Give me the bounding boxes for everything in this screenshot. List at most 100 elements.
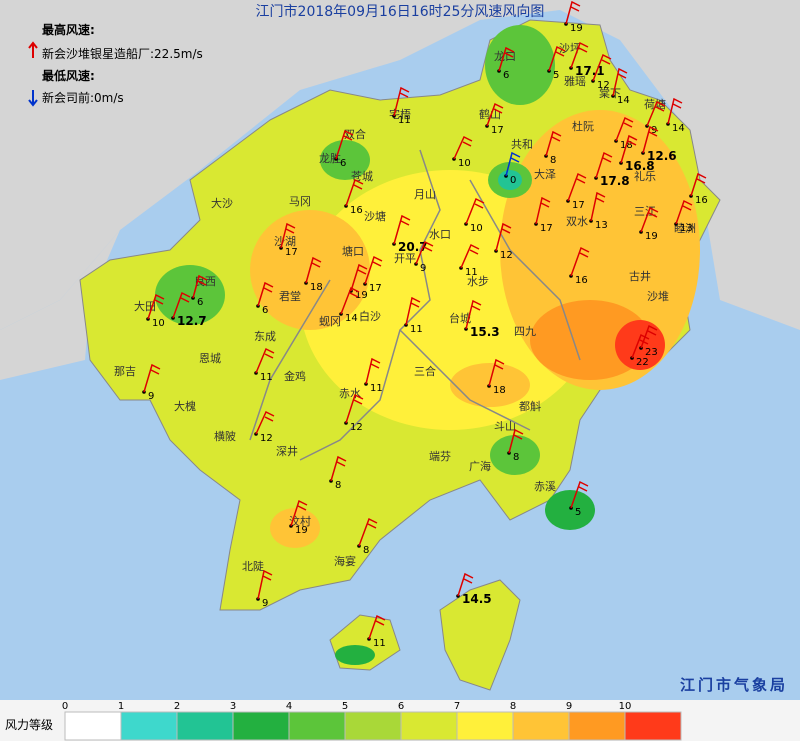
station-value: 14 (617, 95, 630, 106)
station-value: 9 (651, 125, 657, 136)
station-value: 5 (575, 507, 581, 518)
legend-tick: 5 (342, 701, 348, 712)
station-value: 14.5 (462, 592, 492, 606)
zone (545, 490, 595, 530)
place-name: 龙胜 (319, 151, 341, 165)
legend-cell (400, 711, 458, 741)
place-name: 睦洲 (674, 222, 696, 235)
legend-label: 风力等级 (5, 718, 53, 732)
land (0, 0, 800, 330)
station-value: 10 (458, 158, 471, 169)
place-name: 马冈 (289, 195, 311, 208)
place-name: 三合 (414, 364, 436, 378)
station-value: 17 (369, 283, 382, 294)
wind-barb (535, 196, 551, 225)
wind-barb (620, 134, 638, 164)
zone (270, 508, 320, 548)
wind-barb (255, 410, 275, 435)
legend-tick: 7 (454, 701, 460, 712)
station-value: 6 (262, 305, 268, 316)
wind-barb (358, 517, 378, 547)
wind-barb (488, 358, 505, 387)
place-name: 共和 (511, 138, 533, 151)
wind-barb (595, 151, 613, 179)
station-value: 20.7 (398, 240, 428, 254)
station-value: 14 (345, 313, 358, 324)
zone (498, 170, 522, 190)
station-value: 17 (572, 200, 585, 211)
place-name: 双合 (344, 127, 366, 141)
place-name: 杜阮 (572, 119, 594, 133)
wind-barb (255, 347, 275, 374)
wind-barb (486, 102, 504, 127)
station-value: 11 (465, 267, 478, 278)
wind-barb (545, 130, 562, 157)
wind-barb (570, 480, 589, 509)
wind-barb (570, 246, 590, 277)
station-value: 10 (152, 318, 165, 329)
place-name: 开平 (394, 252, 416, 265)
station-value: 17.1 (575, 64, 605, 78)
wind-barb (642, 125, 659, 154)
legend-cell (456, 711, 514, 741)
legend-cell (512, 711, 570, 741)
wind-barb (415, 240, 434, 265)
place-name: 塘口 (342, 244, 364, 258)
place-name: 大泽 (534, 167, 556, 181)
wind-barb (350, 263, 368, 292)
station-value: 16.8 (625, 159, 655, 173)
station-value: 8 (550, 155, 556, 166)
station-value: 18 (310, 282, 323, 293)
legend-tick: 4 (286, 701, 292, 712)
station-value: 6 (340, 158, 346, 169)
station-value: 8 (513, 452, 519, 463)
wind-barb (465, 299, 482, 330)
wind-barb (567, 172, 587, 202)
station-value: 11 (373, 638, 386, 649)
text: 新会司前:0m/s (42, 90, 124, 105)
title: 江门市2018年09月16日16时25分风速风向图 (256, 3, 545, 20)
station-value: 17 (491, 125, 504, 136)
station-value: 6 (197, 297, 203, 308)
legend-cell (232, 711, 290, 741)
wind-barb (405, 296, 421, 326)
wind-barb (364, 255, 383, 285)
place-name: 大沙 (211, 196, 233, 210)
land (0, 230, 120, 380)
place-name: 赤溪 (534, 480, 556, 493)
arrow-icon (28, 90, 38, 107)
station-value: 8 (335, 480, 341, 491)
wind-barb (143, 363, 161, 393)
place-name: 沙堆 (647, 290, 669, 303)
station-value: 9 (148, 391, 154, 402)
place-name: 白沙 (359, 309, 381, 323)
station-value: 12 (350, 422, 363, 433)
station-value: 5 (553, 70, 559, 81)
station-value: 8 (363, 545, 369, 556)
station-value: 15.3 (470, 325, 500, 339)
station-value: 11 (398, 115, 411, 126)
legend-tick: 8 (510, 701, 516, 712)
place-name: 水步 (467, 275, 489, 288)
place-name: 北陡 (242, 560, 264, 573)
station-value: 19 (295, 525, 308, 536)
zone (320, 140, 370, 180)
wind-barb (393, 86, 410, 117)
wind-barb (690, 172, 707, 197)
place-name: 苍城 (351, 170, 373, 183)
wind-barb (612, 67, 628, 97)
station-value: 16 (695, 195, 708, 206)
station-value: 6 (503, 70, 509, 81)
wind-barb (453, 135, 473, 160)
station-value: 9 (420, 263, 426, 274)
place-name: 恩城 (199, 352, 221, 365)
wind-barb (257, 281, 274, 307)
zone (485, 25, 555, 105)
wind-barb (335, 129, 354, 160)
legend-tick: 2 (174, 701, 180, 712)
wind-barb (393, 214, 411, 245)
wind-barb (565, 0, 581, 25)
wind-barb (646, 100, 666, 127)
zone (155, 265, 225, 325)
legend-cell (568, 711, 626, 741)
